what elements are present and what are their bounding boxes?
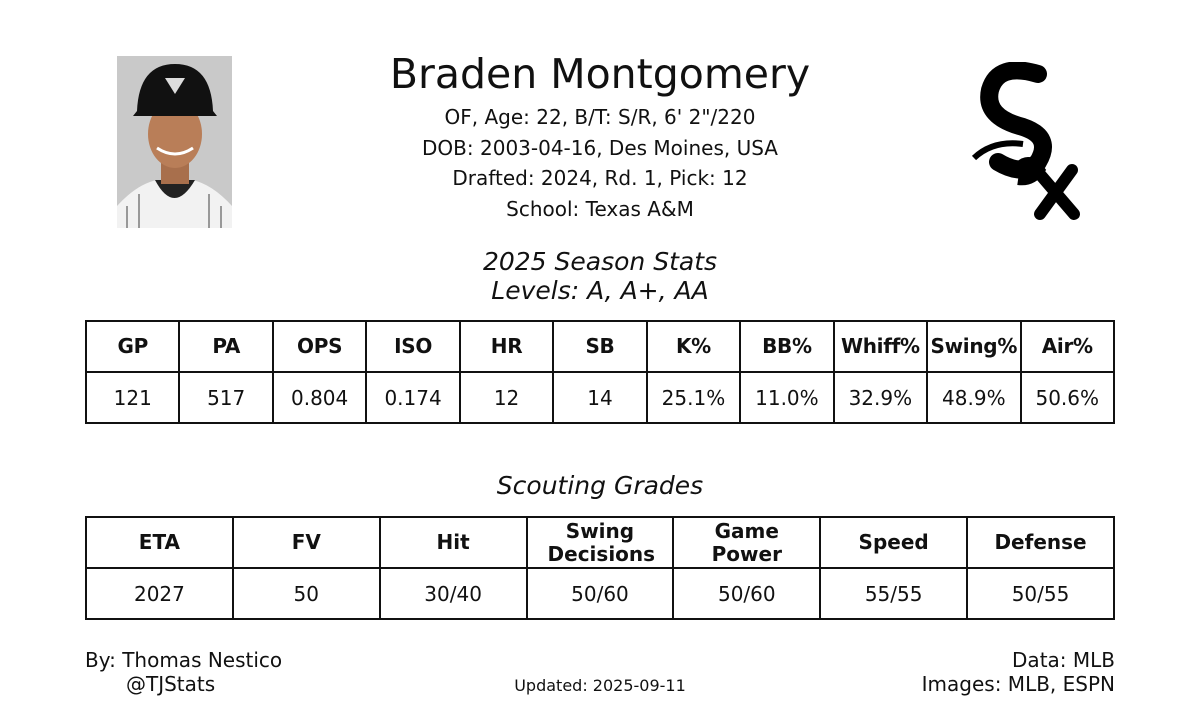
cell-value: 50.6% <box>1019 371 1116 424</box>
column-header: Air% <box>1019 320 1116 373</box>
column-header: Hit <box>378 516 528 569</box>
column-header: Swing% <box>926 320 1022 373</box>
section-title: Scouting Grades <box>496 471 704 500</box>
column-header: OPS <box>271 320 368 373</box>
stats-table: GP PA OPS ISO HR SB K% BB% Whiff% Swing% Air% 121 51… <box>84 320 1116 424</box>
column-header: HR <box>458 320 555 373</box>
info-line: School: Texas A&M <box>506 197 694 221</box>
column-header: Speed <box>819 516 969 569</box>
column-header: Whiff% <box>832 320 929 373</box>
player-photo <box>117 56 232 228</box>
handle: @TJStats <box>126 672 216 696</box>
cell-value: 50 <box>231 567 381 620</box>
info-line: DOB: 2003-04-16, Des Moines, USA <box>422 136 778 160</box>
cell-value: 121 <box>84 371 181 424</box>
column-header: ISO <box>365 320 461 373</box>
column-header: PA <box>178 320 274 373</box>
column-header: FV <box>231 516 381 569</box>
cell-value: 2027 <box>85 567 234 620</box>
cell-value: 50/60 <box>525 567 675 620</box>
column-header: Game Power <box>672 516 822 569</box>
cell-value: 25.1% <box>645 371 742 424</box>
cell-value: 12 <box>458 371 555 424</box>
updated: Updated: 2025-09-11 <box>514 676 686 695</box>
cell-value: 50/60 <box>672 567 822 620</box>
cell-value: 517 <box>178 371 274 424</box>
cell-value: 32.9% <box>832 371 929 424</box>
images-source: Images: MLB, ESPN <box>921 672 1115 696</box>
cell-value: 0.174 <box>365 371 461 424</box>
column-header: Defense <box>966 516 1115 569</box>
cell-value: 11.0% <box>739 371 835 424</box>
info-line: OF, Age: 22, B/T: S/R, 6' 2"/220 <box>444 105 756 129</box>
column-header: K% <box>645 320 742 373</box>
column-header: GP <box>84 320 181 373</box>
author: By: Thomas Nestico <box>85 648 283 672</box>
grades-table: ETA FV Hit Swing Decisions Game Power Speed De… <box>85 516 1115 620</box>
section-title: 2025 Season Stats <box>482 247 718 276</box>
player-name: Braden Montgomery <box>389 50 811 98</box>
info-line: Drafted: 2024, Rd. 1, Pick: 12 <box>452 166 748 190</box>
data-source: Data: MLB <box>1012 648 1115 672</box>
section-subtitle: Levels: A, A+, AA <box>491 276 709 305</box>
cell-value: 50/55 <box>966 567 1115 620</box>
cell-value: 30/40 <box>378 567 528 620</box>
column-header: ETA <box>85 516 234 569</box>
cell-value: 14 <box>552 371 648 424</box>
cell-value: 48.9% <box>926 371 1022 424</box>
column-header: BB% <box>739 320 835 373</box>
column-header: SB <box>552 320 648 373</box>
cell-value: 55/55 <box>819 567 969 620</box>
team-logo <box>971 62 1080 220</box>
column-header: Swing Decisions <box>525 516 675 569</box>
cell-value: 0.804 <box>271 371 368 424</box>
